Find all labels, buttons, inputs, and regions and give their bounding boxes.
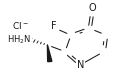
- Text: F: F: [51, 21, 57, 31]
- Polygon shape: [47, 45, 52, 62]
- Text: Cl$^-$: Cl$^-$: [12, 20, 29, 31]
- Text: N: N: [77, 60, 84, 70]
- Text: H$\mathregular{H_2}$N: H$\mathregular{H_2}$N: [7, 34, 31, 46]
- Text: O: O: [88, 3, 96, 13]
